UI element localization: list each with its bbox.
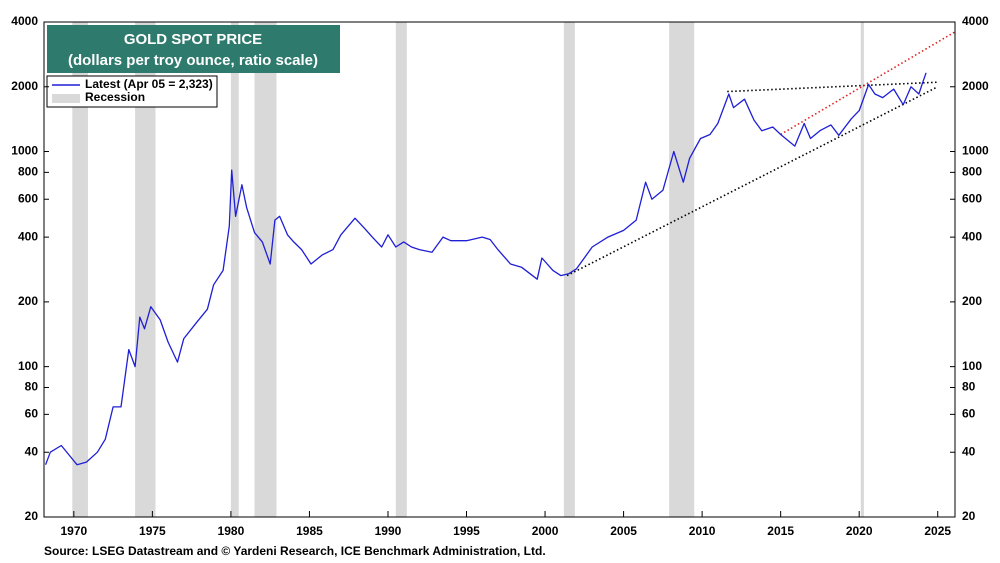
y-tick-label: 1000 <box>11 144 38 158</box>
y2-tick-label: 60 <box>962 407 976 421</box>
y2-tick-label: 800 <box>962 165 982 179</box>
recession-band <box>72 22 88 517</box>
y2-tick-label: 4000 <box>962 14 989 28</box>
y-tick-label: 20 <box>25 509 39 523</box>
y-tick-label: 2000 <box>11 79 38 93</box>
trend-line <box>566 86 939 277</box>
x-tick-label: 1990 <box>375 524 402 538</box>
x-tick-label: 1980 <box>218 524 245 538</box>
legend-label: Latest (Apr 05 = 2,323) <box>85 77 213 91</box>
x-tick-label: 1970 <box>60 524 87 538</box>
recession-bands <box>72 22 864 517</box>
trend-line <box>780 31 956 136</box>
x-tick-label: 1975 <box>139 524 166 538</box>
y2-tick-label: 200 <box>962 294 982 308</box>
x-tick-label: 2020 <box>846 524 873 538</box>
price-line <box>44 72 927 466</box>
recession-band <box>669 22 695 517</box>
y2-tick-label: 40 <box>962 444 976 458</box>
y-tick-label: 40 <box>25 444 39 458</box>
recession-band <box>254 22 277 517</box>
x-tick-label: 2015 <box>767 524 794 538</box>
recession-band <box>395 22 407 517</box>
plot-frame <box>43 21 956 518</box>
x-tick-label: 2010 <box>689 524 716 538</box>
x-tick-label: 1995 <box>453 524 480 538</box>
legend-label: Recession <box>85 90 145 104</box>
y2-tick-label: 20 <box>962 509 976 523</box>
y2-tick-label: 400 <box>962 229 982 243</box>
recession-band <box>563 22 575 517</box>
y2-tick-label: 80 <box>962 380 976 394</box>
y-tick-label: 60 <box>25 407 39 421</box>
x-tick-label: 2025 <box>924 524 951 538</box>
y-tick-label: 100 <box>18 359 38 373</box>
y-tick-label: 80 <box>25 380 39 394</box>
x-tick-label: 2000 <box>532 524 559 538</box>
chart-title: GOLD SPOT PRICE <box>124 31 262 48</box>
y-tick-label: 200 <box>18 294 38 308</box>
plot <box>44 31 956 466</box>
y-tick-label: 600 <box>18 191 38 205</box>
y-tick-label: 800 <box>18 165 38 179</box>
legend-swatch <box>52 94 80 103</box>
source-note: Source: LSEG Datastream and © Yardeni Re… <box>44 544 546 558</box>
recession-band <box>135 22 156 517</box>
x-tick-label: 1985 <box>296 524 323 538</box>
y2-tick-label: 2000 <box>962 79 989 93</box>
trend-line <box>727 81 938 93</box>
recession-band <box>860 22 864 517</box>
y-tick-label: 4000 <box>11 14 38 28</box>
recession-band <box>230 22 239 517</box>
y2-tick-label: 1000 <box>962 144 989 158</box>
y2-tick-label: 600 <box>962 191 982 205</box>
title-box <box>47 25 340 73</box>
y2-tick-label: 100 <box>962 359 982 373</box>
chart-subtitle: (dollars per troy ounce, ratio scale) <box>68 52 318 69</box>
y-tick-label: 400 <box>18 229 38 243</box>
x-tick-label: 2005 <box>610 524 637 538</box>
